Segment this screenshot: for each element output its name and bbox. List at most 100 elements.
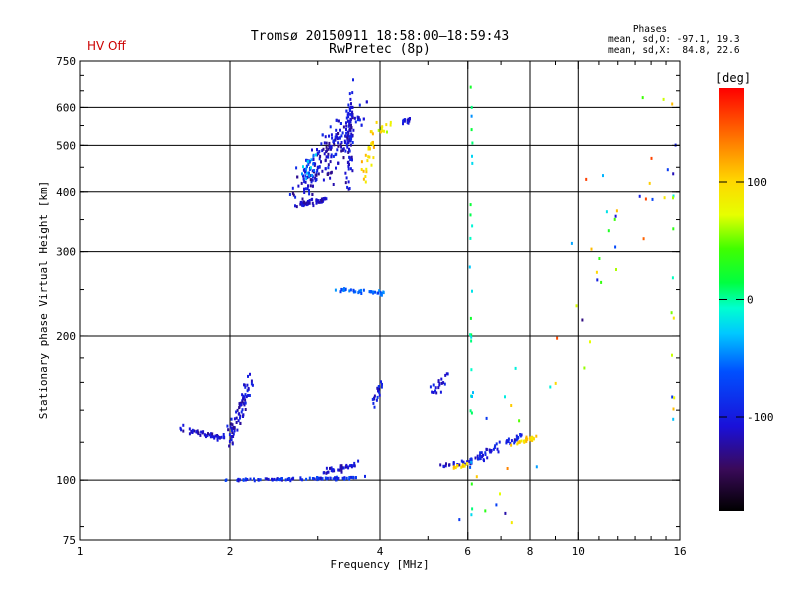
data-point <box>351 105 354 109</box>
data-point <box>301 197 304 201</box>
data-point <box>474 456 477 460</box>
data-point <box>595 270 598 274</box>
data-point <box>672 407 675 411</box>
data-point <box>211 435 214 439</box>
data-point <box>228 439 231 443</box>
hv-status: HV Off <box>87 39 126 53</box>
data-point <box>348 147 350 151</box>
data-point <box>484 451 487 455</box>
data-point <box>379 130 382 134</box>
data-point <box>381 382 383 386</box>
phases-o-line: mean, sd,O: -97.1, 19.3 <box>608 34 740 45</box>
data-point <box>350 465 353 469</box>
data-point <box>340 467 343 471</box>
data-point <box>648 181 651 185</box>
data-point <box>525 437 527 441</box>
data-point <box>389 120 392 124</box>
data-point <box>382 290 385 294</box>
data-point <box>319 476 322 480</box>
data-point <box>306 187 309 191</box>
data-point <box>303 200 306 204</box>
data-point <box>296 175 299 179</box>
data-point <box>614 245 617 249</box>
data-point <box>504 511 507 515</box>
data-point <box>605 210 608 214</box>
data-point <box>335 166 337 170</box>
data-point <box>345 121 347 125</box>
data-point <box>376 395 379 399</box>
data-point <box>312 162 315 166</box>
data-point <box>188 427 191 431</box>
data-point <box>575 304 578 308</box>
data-point <box>325 141 328 145</box>
data-point <box>471 507 474 511</box>
data-point <box>345 131 348 135</box>
data-point <box>246 389 249 393</box>
data-point <box>376 386 379 390</box>
data-point <box>509 442 512 446</box>
data-point <box>334 288 337 292</box>
data-point <box>360 123 363 127</box>
data-point <box>600 280 603 284</box>
data-point <box>228 444 231 448</box>
data-point <box>513 441 516 445</box>
data-point <box>230 417 233 421</box>
data-point <box>324 135 327 139</box>
data-point <box>371 397 374 401</box>
data-point <box>345 116 348 120</box>
data-point <box>386 130 388 134</box>
data-point <box>357 116 360 120</box>
data-point <box>232 435 235 438</box>
data-point <box>309 166 312 170</box>
data-point <box>335 477 338 481</box>
data-point <box>251 383 254 387</box>
data-point <box>347 119 350 123</box>
cluster-11 <box>322 459 360 475</box>
data-point <box>347 103 350 107</box>
data-point <box>290 477 293 481</box>
data-point <box>347 131 350 135</box>
data-point <box>437 379 440 383</box>
data-point <box>479 451 482 455</box>
data-point <box>510 521 513 525</box>
data-point <box>346 136 349 140</box>
data-point <box>403 119 406 123</box>
data-point <box>478 457 481 461</box>
data-point <box>304 180 307 184</box>
data-point <box>671 353 673 357</box>
data-point <box>535 434 538 438</box>
data-point <box>351 158 353 162</box>
data-point <box>214 434 217 438</box>
data-point <box>583 366 586 370</box>
data-point <box>337 468 340 472</box>
data-point <box>253 477 255 481</box>
data-point <box>515 438 518 442</box>
data-point <box>350 155 353 159</box>
data-point <box>377 389 379 393</box>
data-point <box>328 134 330 138</box>
data-point <box>325 145 328 149</box>
data-point <box>289 479 292 483</box>
data-point <box>312 204 315 208</box>
data-point <box>348 187 351 190</box>
data-point <box>299 477 302 481</box>
data-point <box>324 476 327 480</box>
data-point <box>360 160 363 164</box>
data-point <box>549 385 552 389</box>
data-point <box>246 383 249 387</box>
data-point <box>338 468 341 472</box>
data-point <box>370 142 373 146</box>
data-point <box>349 123 352 127</box>
data-point <box>471 154 473 158</box>
data-point <box>294 204 296 208</box>
data-point <box>350 126 353 129</box>
data-point <box>365 170 368 174</box>
data-point <box>329 466 331 470</box>
data-point <box>372 145 375 149</box>
data-point <box>218 436 221 440</box>
colorbar-label: [deg] <box>715 71 751 85</box>
x-tick-label: 4 <box>377 545 384 558</box>
data-point <box>300 181 303 185</box>
data-point <box>349 109 352 112</box>
cluster-8 <box>179 423 226 442</box>
